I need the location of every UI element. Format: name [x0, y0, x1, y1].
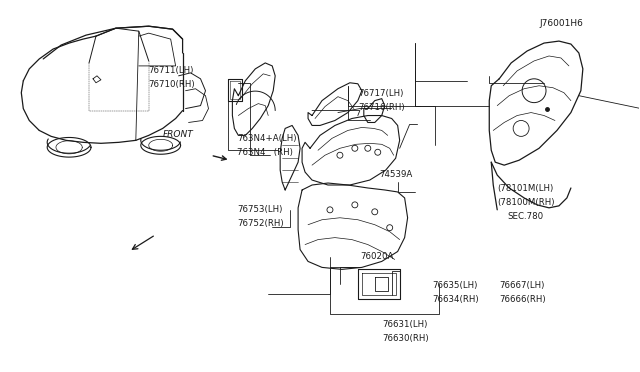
Text: J76001H6: J76001H6	[539, 19, 583, 28]
Text: 763N4   (RH): 763N4 (RH)	[237, 148, 293, 157]
Text: 763N4+A(LH): 763N4+A(LH)	[237, 134, 297, 143]
Text: 76711(LH): 76711(LH)	[148, 66, 194, 76]
Text: 76716(RH): 76716(RH)	[358, 103, 404, 112]
Text: 76020A: 76020A	[360, 252, 393, 261]
Text: SEC.780: SEC.780	[507, 212, 543, 221]
Text: 76667(LH): 76667(LH)	[499, 281, 545, 290]
Text: 76630(RH): 76630(RH)	[383, 334, 429, 343]
Text: 76752(RH): 76752(RH)	[237, 219, 284, 228]
Text: 76710(RH): 76710(RH)	[148, 80, 195, 89]
Text: 76631(LH): 76631(LH)	[383, 320, 428, 330]
Text: (78100M(RH): (78100M(RH)	[497, 198, 555, 207]
Text: 76634(RH): 76634(RH)	[433, 295, 479, 304]
Text: 76717(LH): 76717(LH)	[358, 89, 403, 98]
Text: FRONT: FRONT	[163, 130, 193, 139]
Text: 74539A: 74539A	[380, 170, 413, 179]
Text: 76753(LH): 76753(LH)	[237, 205, 283, 214]
Text: 76666(RH): 76666(RH)	[499, 295, 546, 304]
Text: (78101M(LH): (78101M(LH)	[497, 185, 554, 193]
Text: 76635(LH): 76635(LH)	[433, 281, 478, 290]
